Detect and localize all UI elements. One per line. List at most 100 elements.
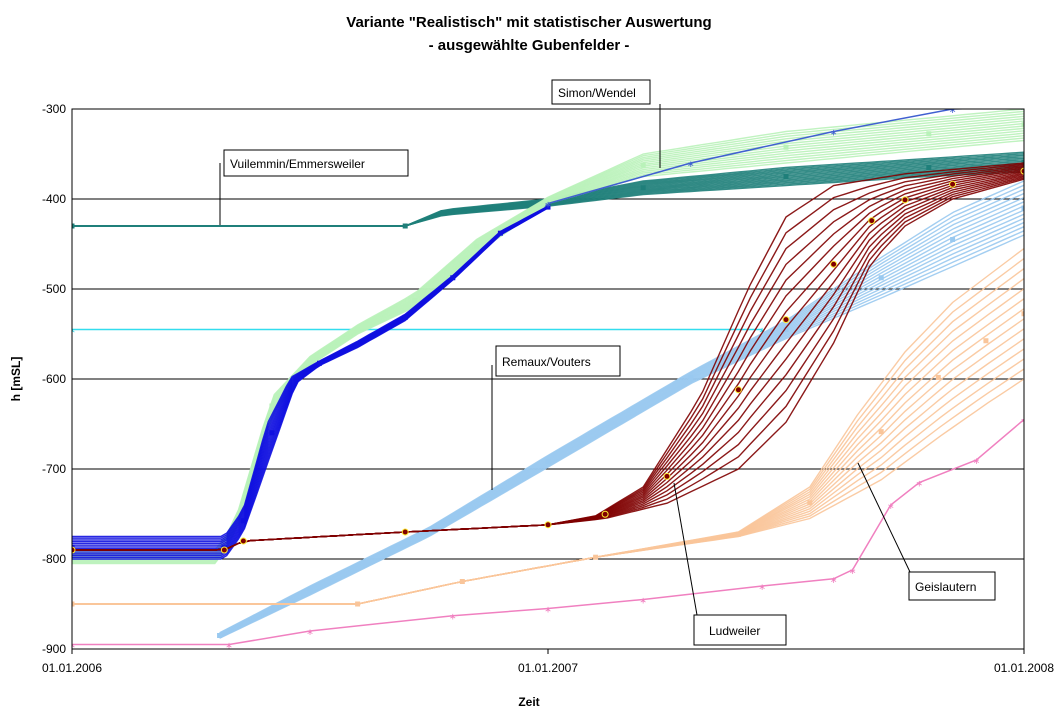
callout-label: Vuilemmin/Emmersweiler — [230, 157, 365, 171]
data-point: ∗ — [639, 597, 647, 607]
data-point — [497, 230, 503, 236]
data-point — [474, 243, 480, 249]
y-axis-label: h [mSL] — [9, 357, 23, 402]
chart-title: Variante "Realistisch" mit statistischer… — [346, 14, 711, 31]
data-point — [269, 403, 275, 409]
y-tick-label: -300 — [42, 102, 66, 116]
callout-box — [495, 345, 621, 377]
data-point — [317, 360, 323, 366]
data-point — [868, 217, 876, 225]
series-line — [72, 247, 1024, 605]
data-point — [807, 500, 813, 506]
data-point: ∗ — [916, 480, 924, 490]
series-line — [219, 188, 1024, 635]
series-layer: ∗ ∗∗∗∗∗ ∗∗ ∗∗∗∗∗∗∗∗∗∗∗∗ — [68, 104, 1028, 652]
data-point — [663, 472, 671, 480]
data-point — [926, 165, 932, 170]
data-point — [545, 458, 551, 464]
series-line — [72, 120, 1024, 556]
x-tick-label: 01.01.2007 — [518, 661, 578, 675]
x-axis: 01.01.2006 01.01.2007 01.01.2008 — [42, 649, 1054, 675]
data-point — [72, 601, 75, 607]
series-line — [219, 180, 1024, 634]
y-tick-label: -800 — [42, 552, 66, 566]
data-point — [640, 162, 646, 168]
data-point — [1021, 311, 1024, 317]
data-point — [878, 429, 884, 435]
y-tick-label: -900 — [42, 642, 66, 656]
data-point — [355, 327, 361, 332]
data-point — [355, 601, 361, 607]
data-point: ∗ — [830, 576, 838, 586]
data-point — [307, 588, 313, 593]
y-tick-label: -700 — [42, 462, 66, 476]
callout-leader — [673, 482, 698, 616]
data-point — [735, 531, 741, 537]
data-point: ∗ — [68, 642, 76, 652]
series-line — [72, 127, 1024, 559]
data-point — [783, 144, 789, 150]
data-point — [72, 546, 76, 554]
x-axis-label: Zeit — [518, 695, 539, 709]
callout-vuilemmin: Vuilemmin/Emmersweiler — [219, 149, 409, 225]
chart-subtitle: - ausgewählte Gubenfelder - — [429, 37, 630, 54]
series-line — [72, 368, 1024, 605]
data-point — [1021, 205, 1024, 211]
data-point: ∗ — [1020, 104, 1028, 114]
data-point — [544, 521, 552, 529]
callout-simon-wendel: Simon/Wendel — [551, 79, 661, 168]
data-point — [926, 131, 932, 137]
data-point — [878, 275, 884, 281]
callout-remaux-vouters: Remaux/Vouters — [491, 345, 621, 490]
data-point — [1021, 122, 1024, 128]
data-point — [830, 260, 838, 268]
data-point: ∗ — [306, 628, 314, 638]
data-point — [950, 237, 956, 242]
callout-box — [908, 571, 996, 601]
series-line — [547, 109, 983, 205]
callout-leader — [857, 462, 911, 573]
data-point — [269, 430, 275, 436]
data-point: ∗ — [849, 567, 857, 577]
y-tick-label: -600 — [42, 372, 66, 386]
series-line — [72, 418, 1024, 646]
data-point: ∗ — [758, 583, 766, 593]
data-point — [459, 579, 465, 584]
callout-box — [551, 79, 651, 105]
data-point — [1020, 167, 1024, 175]
callout-label: Geislautern — [915, 580, 976, 594]
data-point — [217, 633, 223, 638]
y-tick-label: -500 — [42, 282, 66, 296]
data-point — [412, 297, 418, 303]
callout-label: Remaux/Vouters — [502, 355, 591, 369]
callout-geislautern: Geislautern — [857, 462, 996, 601]
data-point: ∗ — [544, 606, 552, 616]
series-line — [72, 205, 549, 538]
data-point — [440, 210, 446, 215]
data-point: ∗ — [687, 160, 695, 170]
data-point — [545, 204, 551, 210]
series-line — [72, 125, 1024, 558]
data-point — [220, 546, 228, 554]
data-point: ∗ — [544, 201, 552, 211]
y-tick-label: -400 — [42, 192, 66, 206]
series-line — [72, 358, 1024, 605]
data-point: ∗ — [887, 502, 895, 512]
data-point: ∗ — [973, 457, 981, 467]
data-point — [545, 197, 551, 203]
data-point — [239, 537, 247, 545]
series-line — [72, 115, 1024, 554]
data-point: ∗ — [830, 129, 838, 139]
data-point — [640, 185, 646, 191]
callouts: Simon/Wendel Vuilemmin/Emmersweiler Rema… — [219, 79, 996, 646]
data-point — [450, 275, 456, 281]
grid — [72, 108, 1024, 650]
callout-ludweiler: Ludweiler — [673, 482, 787, 646]
data-point — [593, 554, 599, 560]
data-point — [601, 510, 609, 518]
plot-frame — [71, 108, 1025, 650]
data-point — [1021, 159, 1024, 165]
data-point — [355, 341, 361, 347]
data-point — [783, 174, 789, 179]
